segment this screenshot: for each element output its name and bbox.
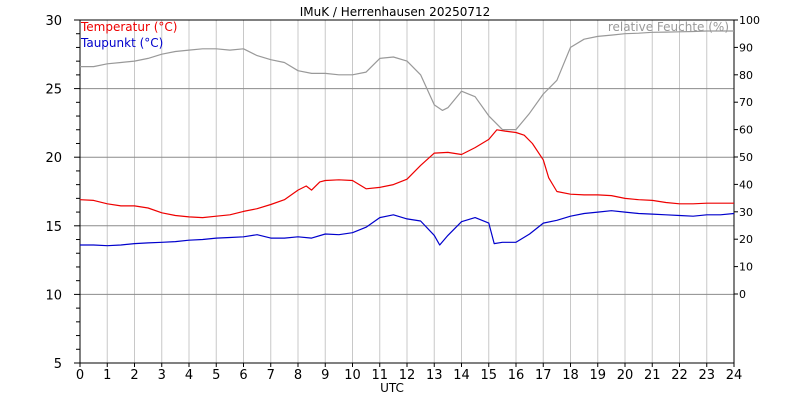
x-tick-label-9: 9 bbox=[321, 368, 329, 383]
x-tick-label-17: 17 bbox=[535, 368, 552, 383]
x-tick-label-18: 18 bbox=[562, 368, 579, 383]
x-tick-label-21: 21 bbox=[644, 368, 661, 383]
x-tick-label-0: 0 bbox=[76, 368, 84, 383]
x-tick-label-14: 14 bbox=[453, 368, 470, 383]
x-tick-label-23: 23 bbox=[698, 368, 715, 383]
x-axis: 0 1 2 3 4 5 6 7 8 9 10 11 12 13 14 15 16 17 18 19 20 21 22 23 24 bbox=[76, 363, 742, 383]
left-tick-label-20: 20 bbox=[45, 151, 62, 166]
left-tick-label-25: 25 bbox=[45, 83, 62, 98]
left-tick-label-5: 5 bbox=[54, 357, 62, 372]
right-tick-label-40: 40 bbox=[739, 178, 753, 191]
legend-dewpoint: Taupunkt (°C) bbox=[80, 36, 163, 50]
x-tick-label-10: 10 bbox=[344, 368, 361, 383]
right-tick-label-10: 10 bbox=[739, 261, 753, 274]
x-tick-label-4: 4 bbox=[185, 368, 193, 383]
x-tick-label-24: 24 bbox=[726, 368, 743, 383]
series-layer bbox=[79, 30, 735, 247]
x-tick-label-1: 1 bbox=[103, 368, 111, 383]
right-tick-label-80: 80 bbox=[739, 69, 753, 82]
x-tick-label-5: 5 bbox=[212, 368, 220, 383]
x-tick-label-6: 6 bbox=[239, 368, 247, 383]
grid-lines bbox=[79, 19, 735, 364]
left-tick-label-15: 15 bbox=[45, 220, 62, 235]
temperature-line bbox=[79, 129, 734, 219]
right-tick-label-50: 50 bbox=[739, 151, 753, 164]
x-tick-label-13: 13 bbox=[426, 368, 443, 383]
left-y-axis: 5 10 15 20 25 30 bbox=[45, 14, 80, 372]
x-tick-label-11: 11 bbox=[371, 368, 388, 383]
right-tick-label-70: 70 bbox=[739, 96, 753, 109]
x-tick-label-7: 7 bbox=[267, 368, 275, 383]
dewpoint-line bbox=[80, 210, 735, 247]
x-tick-label-2: 2 bbox=[130, 368, 138, 383]
x-tick-label-16: 16 bbox=[508, 368, 525, 383]
right-tick-label-30: 30 bbox=[739, 206, 753, 219]
left-tick-label-10: 10 bbox=[45, 288, 62, 303]
chart-title: IMuK / Herrenhausen 20250712 bbox=[300, 5, 491, 19]
x-tick-label-20: 20 bbox=[617, 368, 634, 383]
x-tick-label-22: 22 bbox=[671, 368, 688, 383]
x-tick-label-8: 8 bbox=[294, 368, 302, 383]
x-tick-label-3: 3 bbox=[158, 368, 166, 383]
x-tick-label-15: 15 bbox=[480, 368, 497, 383]
right-tick-label-90: 90 bbox=[739, 41, 753, 54]
right-tick-label-100: 100 bbox=[739, 14, 760, 27]
legend-temperature: Temperatur (°C) bbox=[80, 20, 177, 34]
left-tick-label-30: 30 bbox=[45, 14, 62, 29]
legend-humidity: relative Feuchte (%) bbox=[608, 20, 729, 34]
right-y-axis: 0 10 20 30 40 50 60 70 80 90 100 bbox=[734, 14, 760, 301]
x-tick-label-12: 12 bbox=[399, 368, 416, 383]
humidity-line bbox=[80, 30, 734, 131]
right-tick-label-0: 0 bbox=[739, 288, 746, 301]
x-axis-label: UTC bbox=[380, 381, 404, 395]
right-tick-label-60: 60 bbox=[739, 124, 753, 137]
x-tick-label-19: 19 bbox=[589, 368, 606, 383]
right-tick-label-20: 20 bbox=[739, 233, 753, 246]
